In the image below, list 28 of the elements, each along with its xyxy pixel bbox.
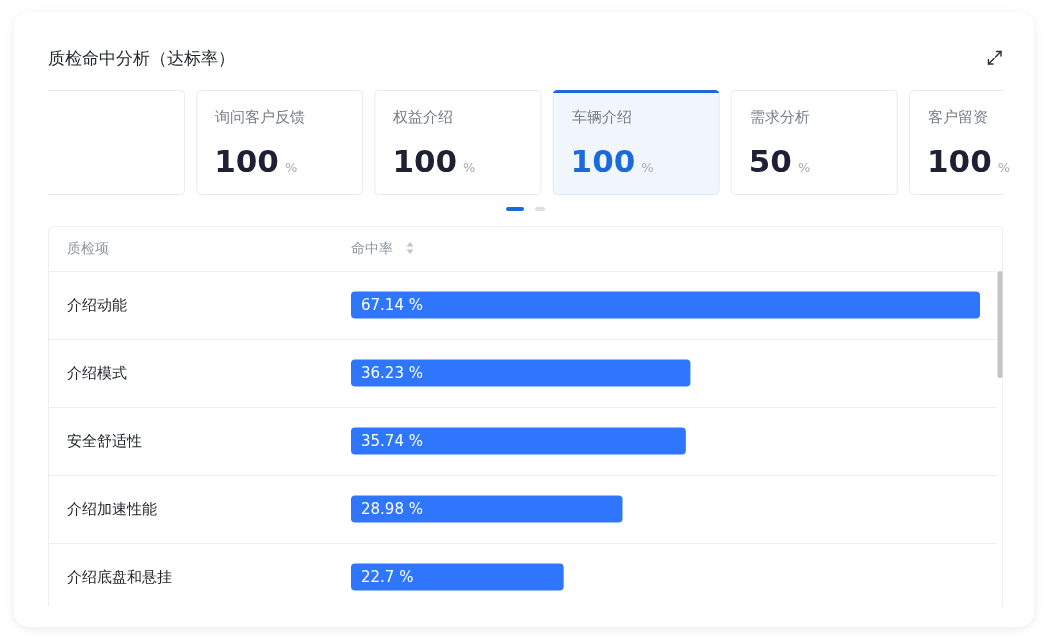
data-label: 100 % <box>570 143 654 179</box>
text: 质检命中分析（达标率） <box>48 48 235 68</box>
bar <box>351 563 564 591</box>
y-tick-label: 介绍动能 <box>67 296 127 314</box>
data-label: 36.23 % <box>361 364 423 382</box>
data-label: 35.74 % <box>361 432 423 450</box>
data-label: 67.14 % <box>361 296 423 314</box>
data-label: 100 % <box>214 143 298 179</box>
y-tick-label: 介绍加速性能 <box>67 500 157 518</box>
data-label: 50 % <box>748 143 811 179</box>
category-label: 客户留资 <box>928 108 988 126</box>
y-tick-label: 介绍底盘和悬挂 <box>67 568 172 586</box>
x-axis-title: 命中率 <box>351 240 393 256</box>
category-label: 询问客户反馈 <box>215 108 306 126</box>
category-label: 需求分析 <box>749 108 810 126</box>
y-tick-label: 介绍模式 <box>67 364 127 382</box>
category-label: 权益介绍 <box>392 108 454 126</box>
data-label: 22.7 % <box>361 568 414 586</box>
bar <box>351 427 686 455</box>
bar <box>351 495 623 523</box>
bar <box>351 359 691 387</box>
data-label: 100 % <box>392 143 476 179</box>
data-label: 100 % <box>927 143 1011 179</box>
y-axis-title: 质检项 <box>67 240 109 256</box>
bar <box>351 291 980 319</box>
y-tick-label: 安全舒适性 <box>67 432 142 450</box>
data-label: 28.98 % <box>361 500 423 518</box>
category-label: 车辆介绍 <box>571 108 632 126</box>
